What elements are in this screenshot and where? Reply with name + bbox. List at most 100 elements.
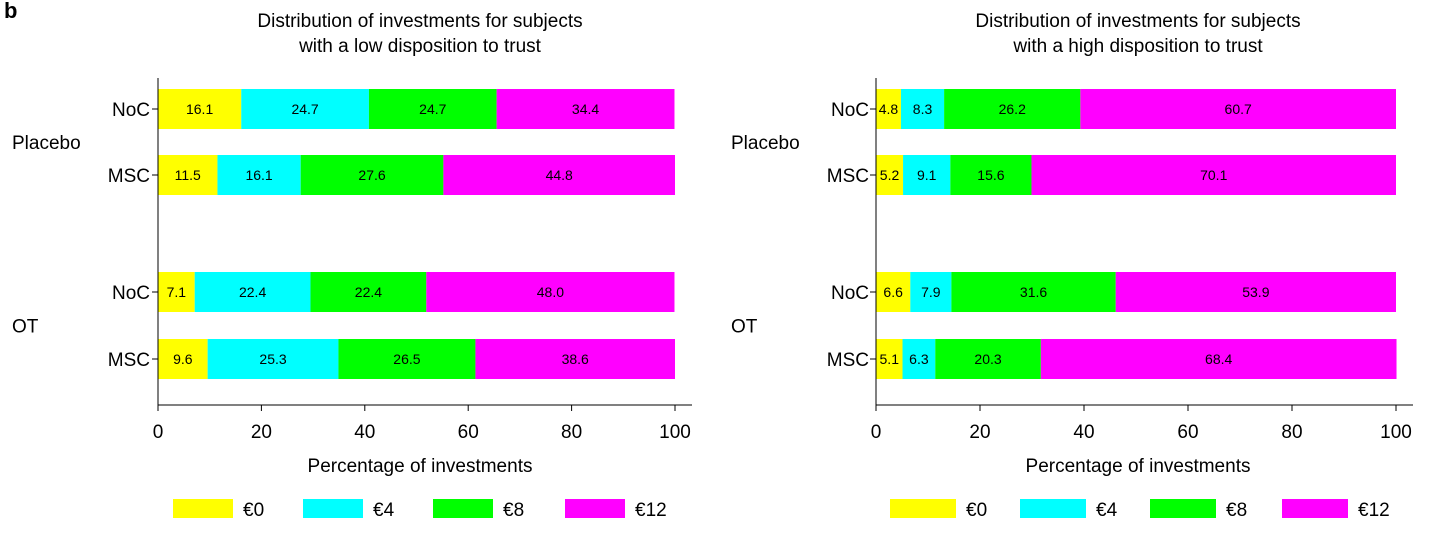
bar-segment	[950, 155, 1032, 195]
bar-segment	[944, 89, 1081, 129]
bar-data-label: 7.1	[167, 284, 187, 300]
bar-data-label: 5.1	[880, 351, 900, 367]
bar-data-label: 6.6	[883, 284, 903, 300]
bar-data-label: 25.3	[259, 351, 286, 367]
legend-swatch	[173, 499, 233, 518]
bar-data-label: 16.1	[186, 101, 213, 117]
bar-data-label: 44.8	[546, 167, 573, 183]
bar-segment	[876, 339, 903, 379]
x-axis-title: Percentage of investments	[1026, 456, 1251, 477]
bar-segment	[217, 155, 301, 195]
group-label: OT	[731, 317, 758, 338]
y-tick-label: MSC	[108, 350, 150, 371]
legend-label: €8	[1226, 500, 1247, 521]
bar-segment	[902, 339, 936, 379]
bar-data-label: 60.7	[1225, 101, 1252, 117]
chart-title-line: with a high disposition to trust	[1012, 36, 1263, 57]
y-tick-label: MSC	[108, 166, 150, 187]
bar-data-label: 53.9	[1242, 284, 1269, 300]
bar-segment	[951, 272, 1116, 312]
bar-data-label: 4.8	[879, 101, 899, 117]
bar-segment	[900, 89, 945, 129]
bar-data-label: 31.6	[1020, 284, 1047, 300]
bar-segment	[158, 272, 195, 312]
legend-swatch	[890, 499, 956, 518]
bar-segment	[443, 155, 675, 195]
bar-segment	[338, 339, 476, 379]
bar-data-label: 11.5	[175, 167, 201, 183]
bar-data-label: 24.7	[291, 101, 318, 117]
x-tick-label: 40	[1073, 422, 1094, 443]
bar-data-label: 8.3	[913, 101, 933, 117]
legend-label: €4	[373, 500, 395, 521]
group-label: OT	[12, 317, 39, 338]
x-tick-label: 0	[871, 422, 882, 443]
group-label: Placebo	[12, 133, 81, 154]
x-tick-label: 20	[251, 422, 272, 443]
x-tick-label: 60	[458, 422, 479, 443]
bar-data-label: 20.3	[974, 351, 1001, 367]
bar-data-label: 16.1	[245, 167, 272, 183]
bar-data-label: 6.3	[909, 351, 929, 367]
bar-data-label: 38.6	[562, 351, 589, 367]
x-tick-label: 100	[659, 422, 691, 443]
x-tick-label: 60	[1177, 422, 1198, 443]
bar-data-label: 48.0	[537, 284, 564, 300]
x-tick-label: 100	[1380, 422, 1412, 443]
chart-title-line: Distribution of investments for subjects	[257, 11, 582, 32]
x-tick-label: 40	[354, 422, 375, 443]
bar-data-label: 15.6	[977, 167, 1004, 183]
bar-segment	[910, 272, 952, 312]
bar-segment	[426, 272, 675, 312]
y-tick-label: NoC	[112, 283, 150, 304]
bar-segment	[1040, 339, 1397, 379]
bar-data-label: 9.1	[917, 167, 937, 183]
y-tick-label: NoC	[831, 283, 869, 304]
legend-label: €4	[1096, 500, 1118, 521]
bar-segment	[368, 89, 497, 129]
chart-title-line: with a low disposition to trust	[298, 36, 542, 57]
bar-segment	[935, 339, 1041, 379]
legend-swatch	[303, 499, 363, 518]
x-tick-label: 0	[153, 422, 164, 443]
bar-data-label: 7.9	[921, 284, 941, 300]
bar-data-label: 27.6	[358, 167, 385, 183]
legend-swatch	[1282, 499, 1348, 518]
y-tick-label: NoC	[831, 100, 869, 121]
bar-segment	[876, 155, 904, 195]
bar-segment	[194, 272, 311, 312]
bar-data-label: 26.5	[393, 351, 420, 367]
bar-segment	[310, 272, 427, 312]
x-axis-title: Percentage of investments	[308, 456, 533, 477]
bar-data-label: 24.7	[419, 101, 446, 117]
bar-data-label: 22.4	[239, 284, 266, 300]
x-tick-label: 80	[561, 422, 582, 443]
bar-segment	[158, 339, 208, 379]
bar-segment	[1080, 89, 1396, 129]
bar-segment	[158, 155, 218, 195]
bar-data-label: 34.4	[572, 101, 599, 117]
bar-segment	[300, 155, 444, 195]
group-label: Placebo	[731, 133, 800, 154]
bar-segment	[475, 339, 675, 379]
legend-label: €0	[243, 500, 264, 521]
bar-data-label: 22.4	[355, 284, 382, 300]
bar-segment	[207, 339, 339, 379]
x-tick-label: 20	[969, 422, 990, 443]
bar-data-label: 26.2	[999, 101, 1026, 117]
legend-label: €12	[1358, 500, 1390, 521]
bar-segment	[1115, 272, 1396, 312]
chart-title-line: Distribution of investments for subjects	[975, 11, 1300, 32]
y-tick-label: MSC	[827, 166, 869, 187]
legend-swatch	[565, 499, 625, 518]
legend-label: €12	[635, 500, 667, 521]
bar-data-label: 5.2	[880, 167, 900, 183]
bar-data-label: 70.1	[1200, 167, 1227, 183]
legend-swatch	[1150, 499, 1216, 518]
panel-label: b	[4, 0, 18, 23]
bar-segment	[158, 89, 242, 129]
legend-swatch	[1020, 499, 1086, 518]
legend-label: €0	[966, 500, 987, 521]
legend-label: €8	[503, 500, 524, 521]
